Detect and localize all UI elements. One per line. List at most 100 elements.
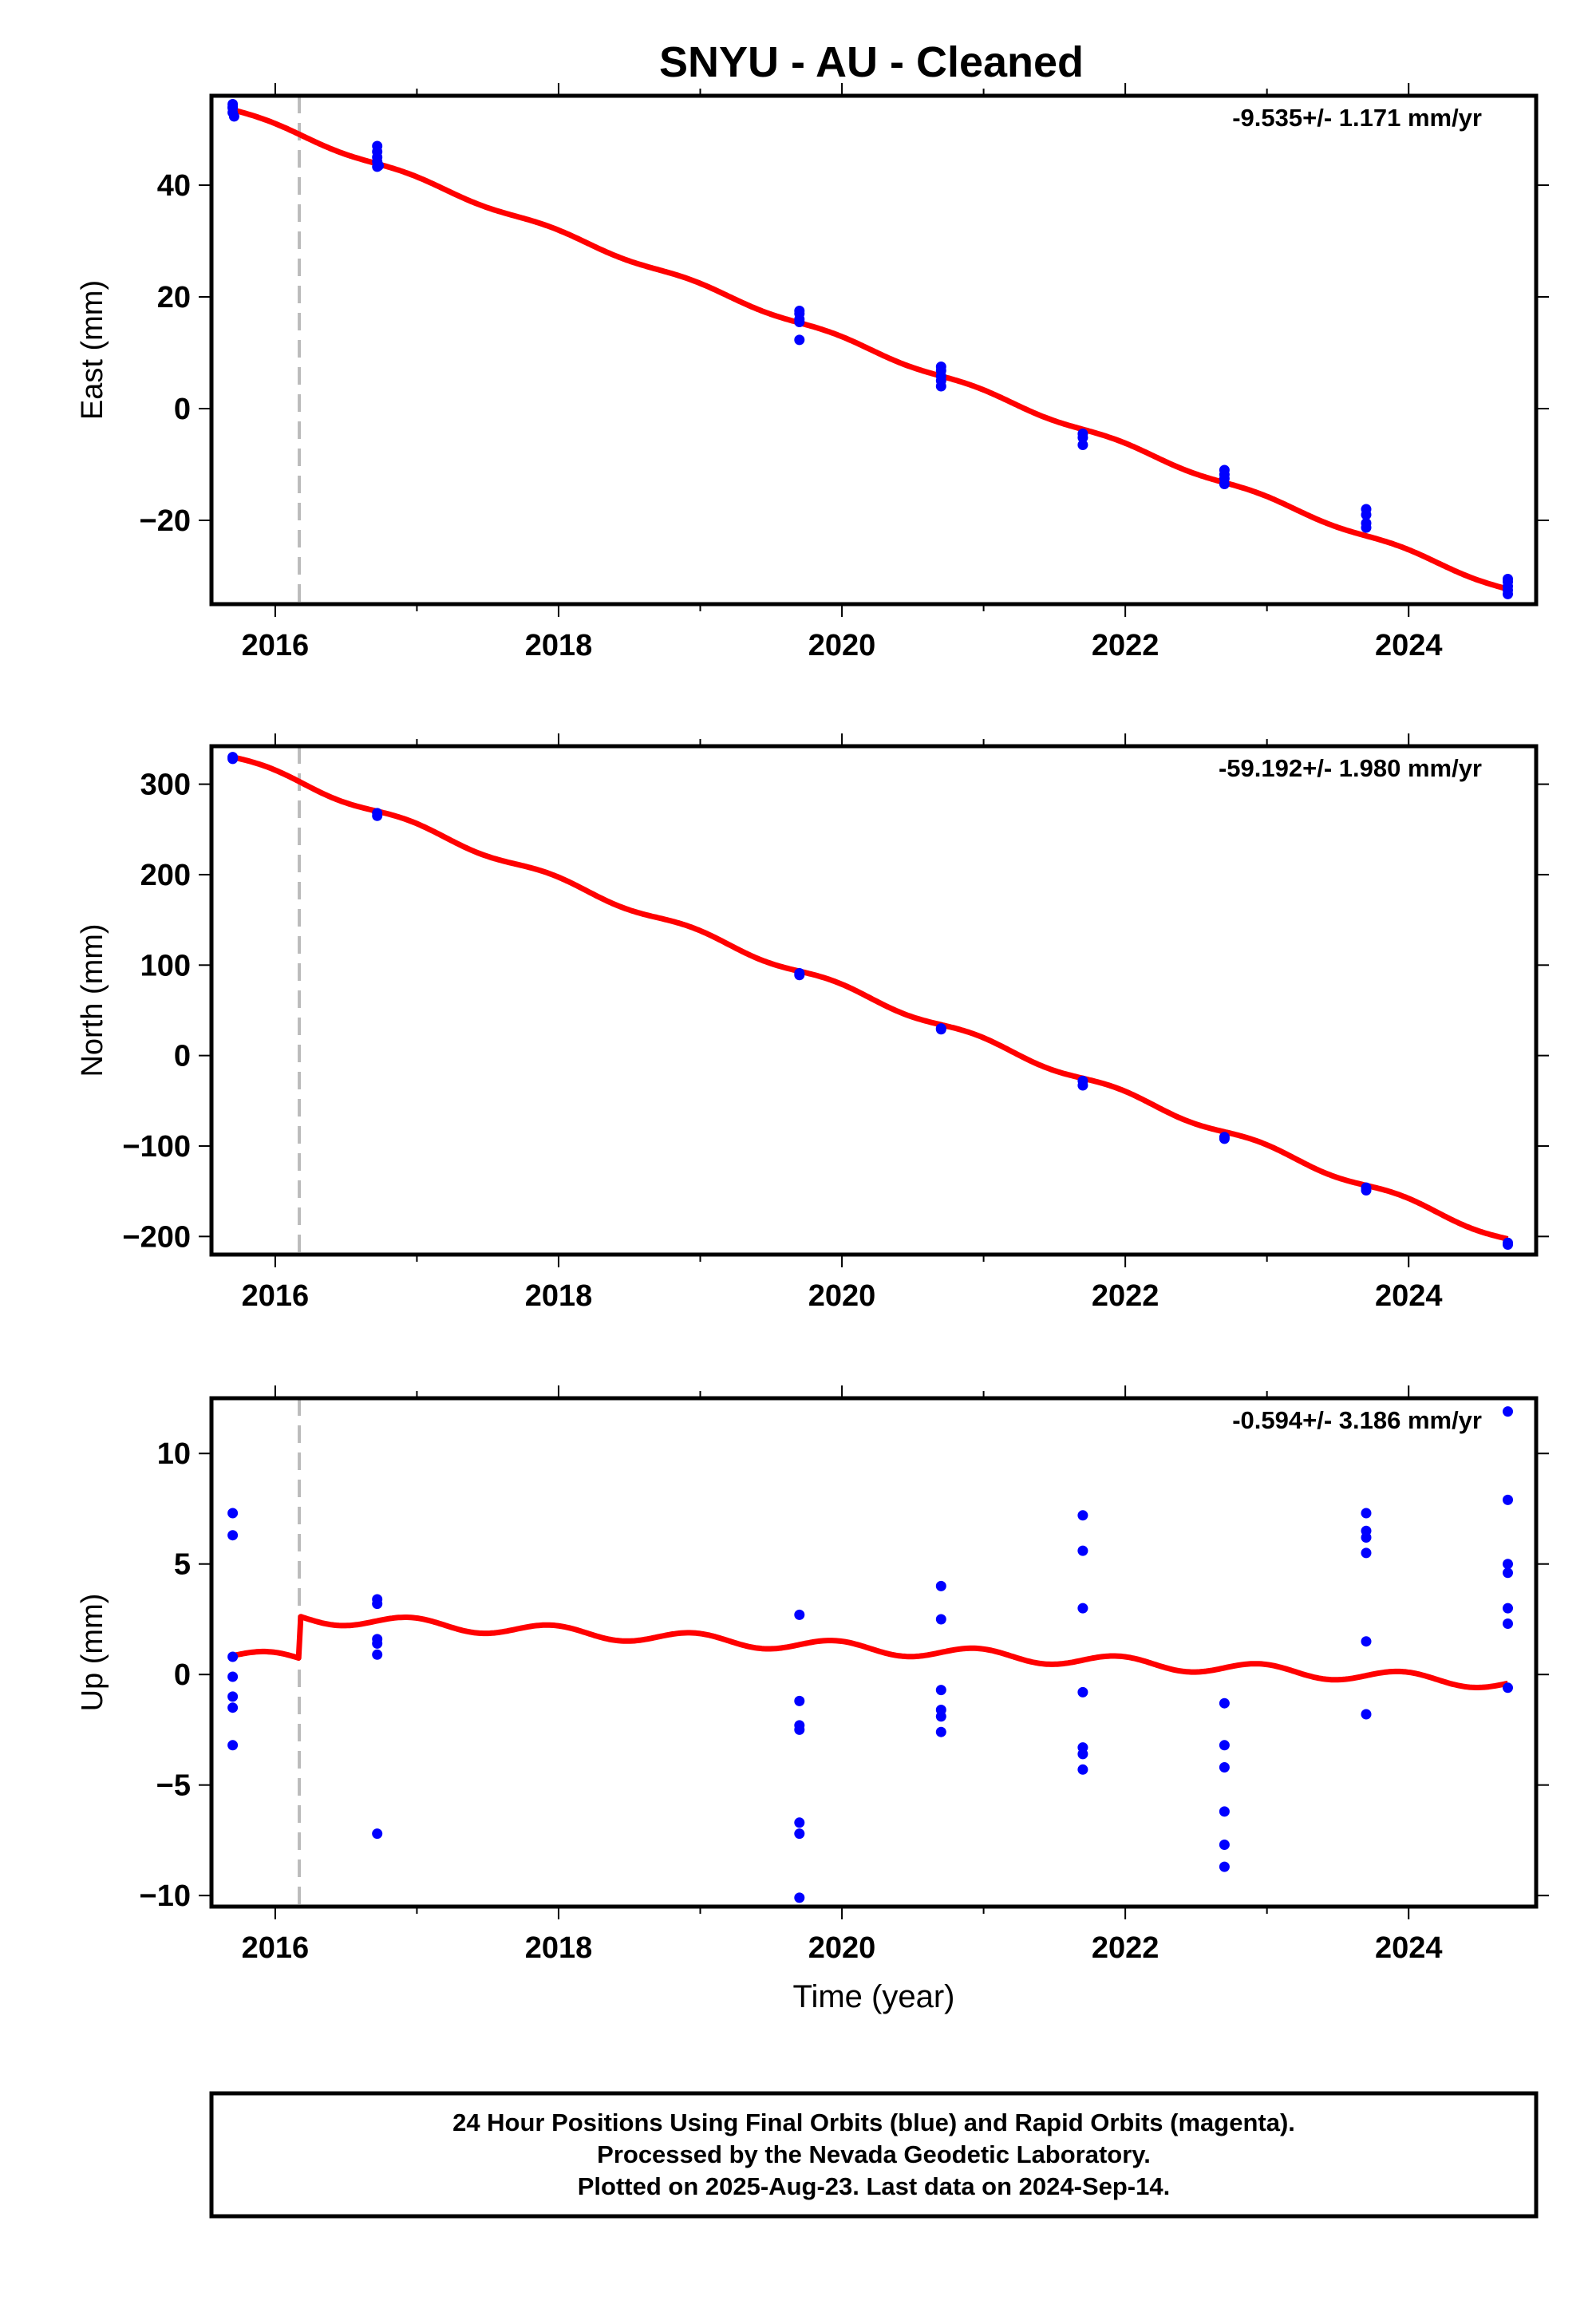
rate-label: -0.594+/- 3.186 mm/yr [1232, 1406, 1482, 1434]
data-point [1077, 432, 1088, 443]
x-tick-label: 2016 [242, 1931, 310, 1965]
data-point [1503, 1682, 1513, 1694]
x-tick-label: 2020 [808, 629, 876, 662]
data-point [935, 1726, 946, 1737]
footer-line-2: Processed by the Nevada Geodetic Laborat… [597, 2140, 1151, 2168]
data-point [1503, 1406, 1513, 1417]
y-tick-label: 5 [174, 1548, 191, 1582]
up-panel: 2016 2018 2020 2022 2024 −10 −5 0 5 10 Up (mm) Time… [76, 1385, 1549, 2014]
data-point [1503, 1239, 1513, 1250]
data-point [1077, 440, 1088, 450]
data-point [372, 1599, 383, 1610]
data-point [794, 970, 805, 981]
data-point [935, 381, 946, 392]
data-point [1503, 1603, 1513, 1614]
fit-line [231, 107, 1509, 592]
y-tick-label: −200 [122, 1220, 191, 1254]
data-point [794, 1828, 805, 1840]
data-point [373, 160, 384, 171]
data-point [935, 1614, 946, 1625]
x-axis-label: Time (year) [793, 1979, 955, 2014]
data-point [935, 1685, 946, 1696]
data-point [1219, 479, 1230, 489]
y-tick-label: 0 [174, 1658, 191, 1692]
y-tick-label: 200 [140, 859, 191, 892]
footer-line-3: Plotted on 2025-Aug-23. Last data on 202… [578, 2172, 1170, 2200]
footer-line-1: 24 Hour Positions Using Final Orbits (bl… [452, 2109, 1295, 2136]
data-point [1219, 1840, 1230, 1850]
x-tick-label: 2022 [1092, 629, 1159, 662]
data-point [227, 1702, 239, 1713]
y-tick-label: 0 [174, 1040, 191, 1073]
x-tick-label: 2018 [525, 629, 593, 662]
data-point [935, 1711, 946, 1722]
x-tick-label: 2020 [808, 1931, 876, 1965]
y-tick-label: −20 [140, 504, 191, 538]
data-point [1077, 1510, 1088, 1521]
y-tick-label: 10 [157, 1437, 191, 1471]
data-point [794, 1695, 805, 1706]
y-tick-label: 0 [174, 393, 191, 426]
data-point [227, 753, 239, 765]
fit-line [231, 1614, 1509, 1690]
data-point [372, 1638, 383, 1649]
data-point [794, 1817, 805, 1828]
data-point [1503, 1567, 1513, 1579]
data-point [1503, 1618, 1513, 1629]
data-point [1361, 1532, 1372, 1543]
data-point [1361, 522, 1372, 533]
x-tick-label: 2022 [1092, 1931, 1159, 1965]
x-tick-label: 2024 [1375, 1931, 1443, 1965]
x-tick-label: 2020 [808, 1279, 876, 1313]
x-tick-label: 2024 [1375, 629, 1443, 662]
data-point [1077, 1686, 1088, 1697]
x-tick-label: 2022 [1092, 1279, 1159, 1313]
data-point [228, 111, 239, 122]
data-point [227, 101, 239, 113]
footer-box: 24 Hour Positions Using Final Orbits (bl… [209, 2091, 1539, 2219]
data-point [1503, 588, 1513, 599]
data-point [372, 1828, 383, 1840]
y-tick-label: 300 [140, 769, 191, 802]
data-point [1361, 1185, 1372, 1196]
y-axis-label: Up (mm) [76, 1594, 109, 1712]
data-point [227, 1530, 239, 1541]
data-point [794, 334, 805, 346]
data-point [372, 1649, 383, 1660]
data-point [227, 1671, 239, 1682]
data-point [227, 1691, 239, 1702]
north-panel: 2016 2018 2020 2022 2024 −200 −100 0 100 200 300 No… [76, 733, 1549, 1313]
data-point [1219, 1740, 1230, 1751]
data-point [1219, 1697, 1230, 1709]
chart-title: SNYU - AU - Cleaned [659, 38, 1084, 86]
data-point [372, 810, 383, 821]
y-axis-label: East (mm) [76, 280, 109, 420]
y-tick-label: 40 [157, 169, 191, 203]
east-panel: 2016 2018 2020 2022 2024 −20 0 20 40 East (mm) -9.… [76, 83, 1549, 662]
y-axis-label: North (mm) [76, 923, 109, 1077]
fit-line [231, 754, 1509, 1242]
data-point [1219, 1133, 1230, 1144]
rate-label: -9.535+/- 1.171 mm/yr [1232, 104, 1482, 132]
data-point [794, 1892, 805, 1903]
data-point [1361, 1636, 1372, 1647]
x-tick-label: 2018 [525, 1279, 593, 1313]
data-point [1361, 509, 1372, 520]
plot-frame [209, 93, 1539, 607]
data-point [794, 1724, 805, 1735]
x-tick-label: 2016 [242, 629, 310, 662]
data-point [1077, 1545, 1088, 1556]
x-tick-label: 2018 [525, 1931, 593, 1965]
x-tick-label: 2024 [1375, 1279, 1443, 1313]
data-point [1219, 1762, 1230, 1773]
plot-frame [209, 744, 1539, 1257]
data-point [227, 1740, 239, 1751]
y-tick-label: −10 [140, 1879, 191, 1913]
data-point [1077, 1749, 1088, 1760]
y-tick-label: 100 [140, 949, 191, 982]
data-point [1077, 1080, 1088, 1091]
data-point [1219, 1861, 1230, 1872]
y-tick-label: 20 [157, 281, 191, 314]
data-point [227, 1651, 239, 1662]
